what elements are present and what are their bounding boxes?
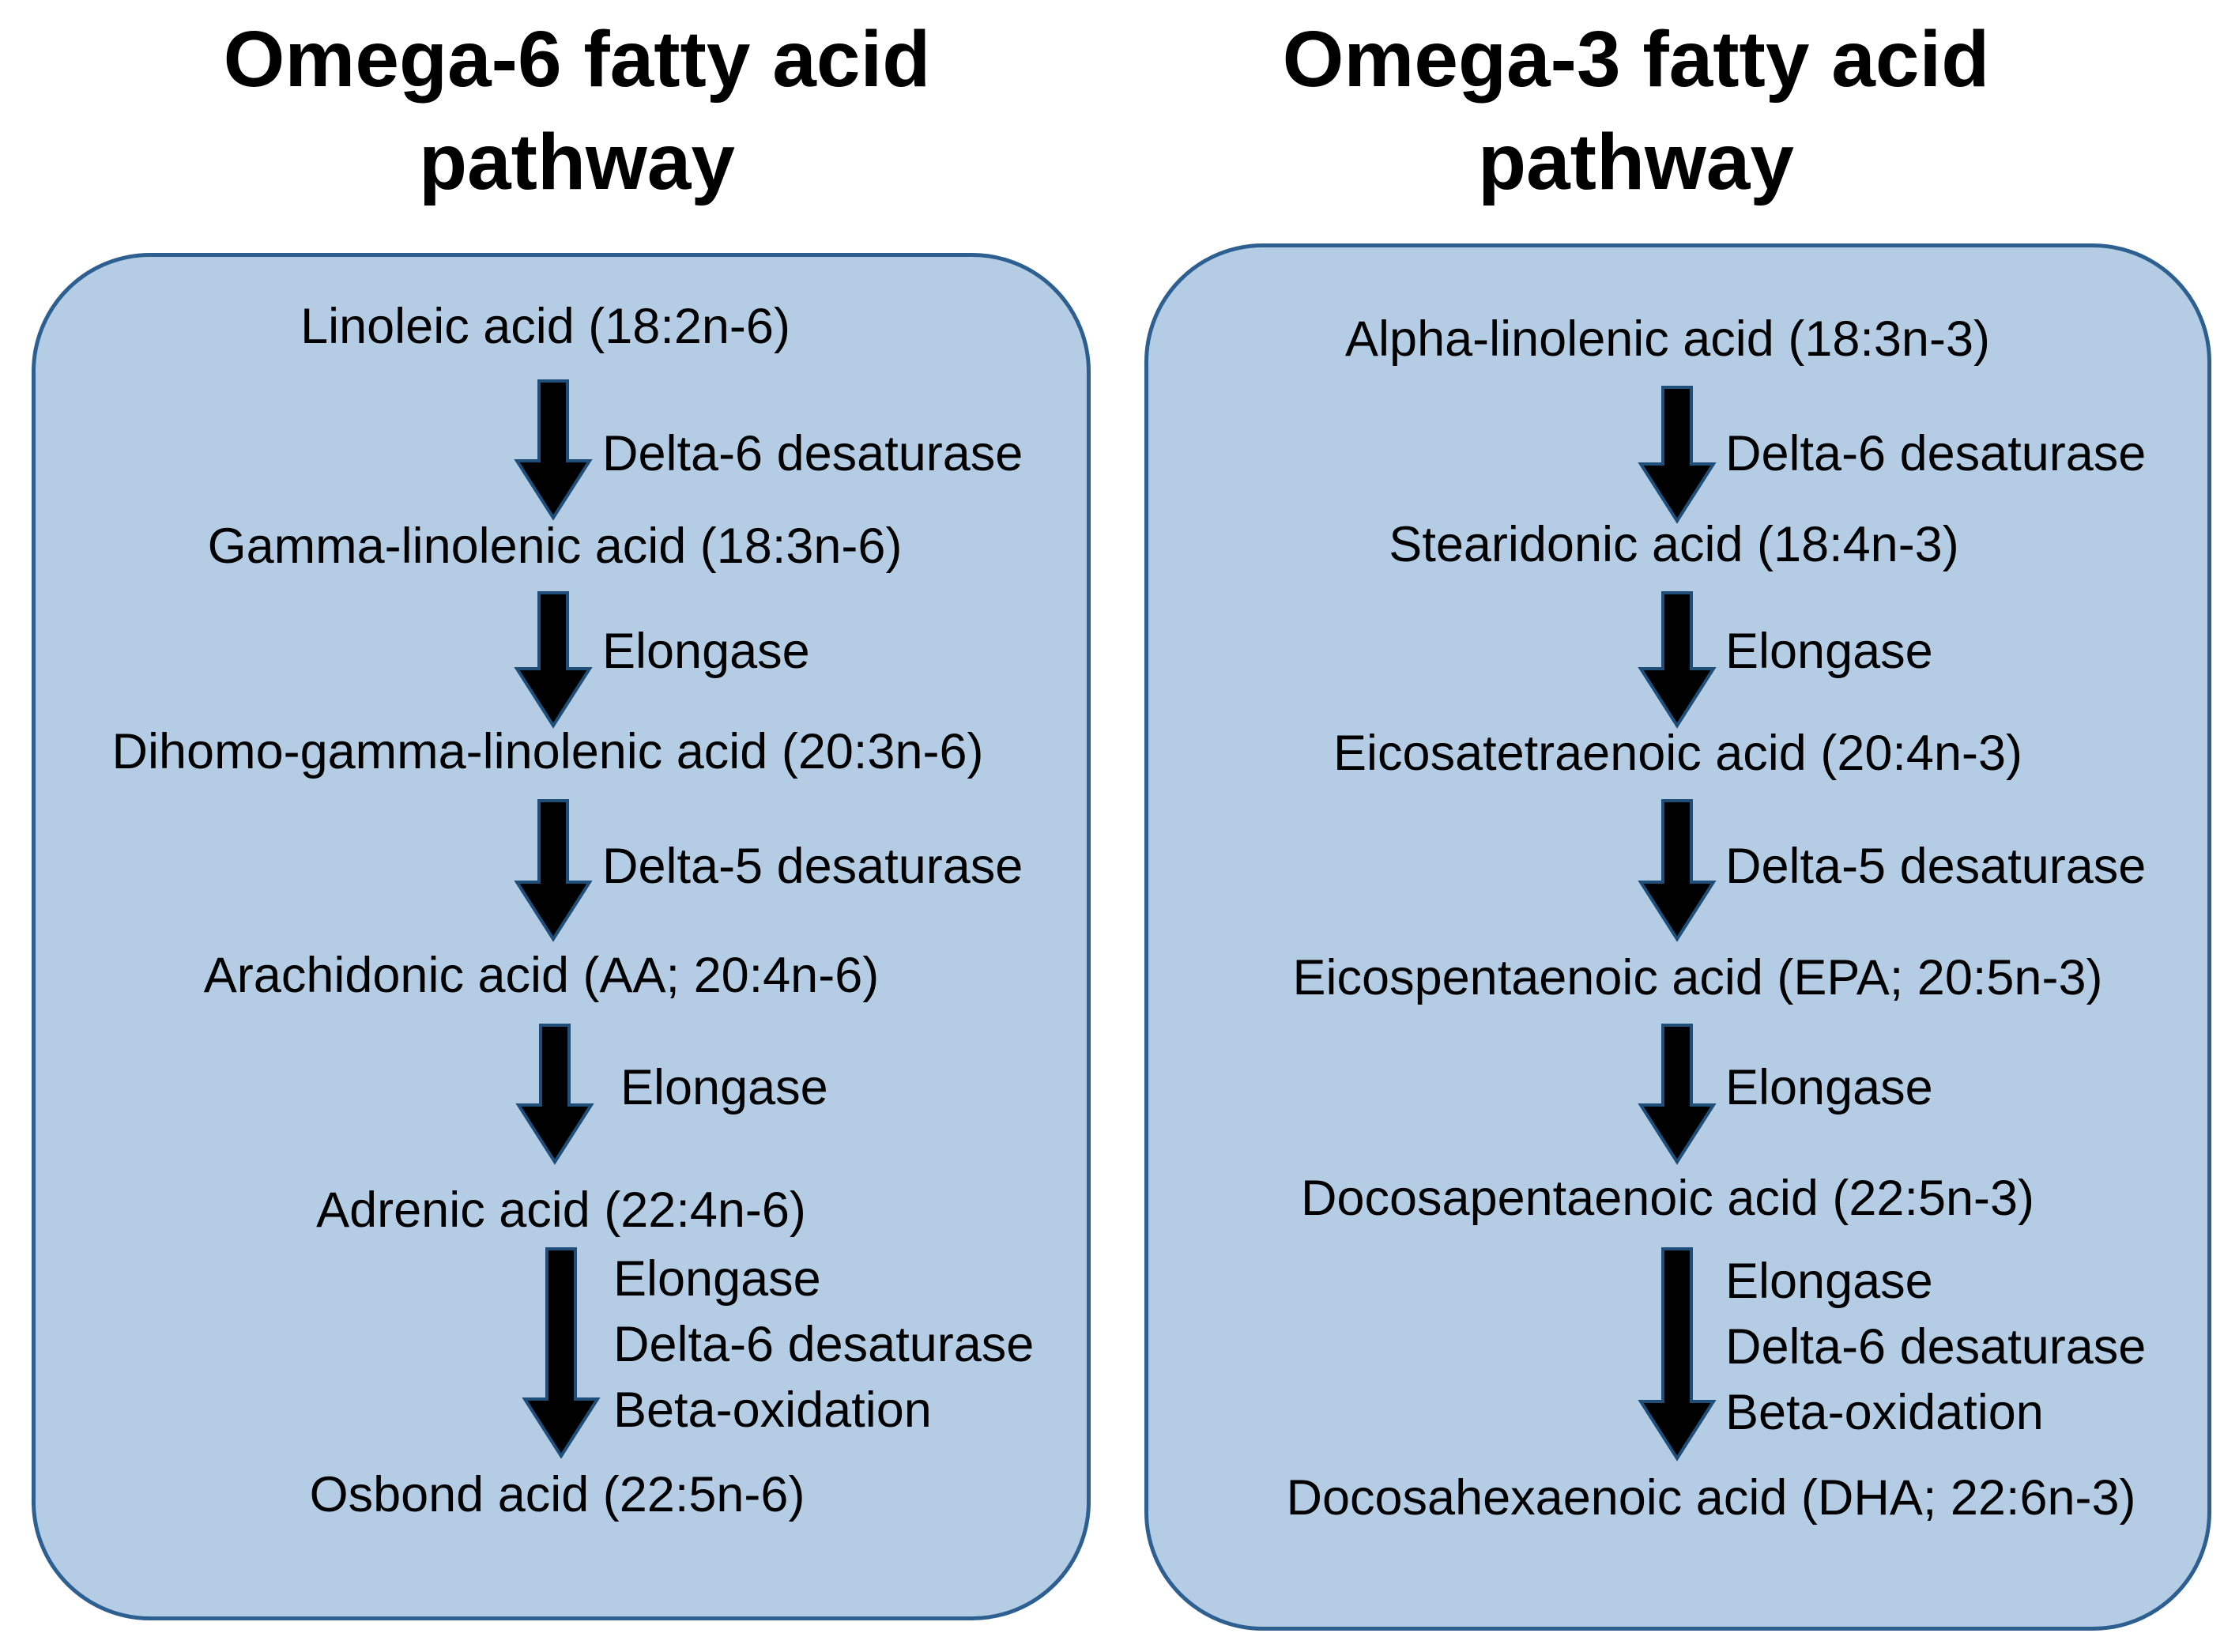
enzyme-label: Delta-6 desaturase (1725, 1319, 2147, 1375)
arrow-shape (1638, 1024, 1717, 1165)
omega3-title-line1: Omega-3 fatty acid (1282, 15, 1990, 104)
omega6-step5-label: Elongase Delta-6 desaturase Beta-oxidati… (613, 1247, 1034, 1443)
omega6-title-line1: Omega-6 fatty acid (223, 15, 931, 104)
omega6-title-line2: pathway (418, 118, 736, 206)
arrow-shape (514, 591, 593, 729)
omega3-arrow-2 (1638, 591, 1717, 729)
omega6-arrow-2 (514, 591, 593, 729)
arrow-shape (1638, 1247, 1717, 1462)
omega3-step1-label: Delta-6 desaturase (1725, 429, 2146, 479)
enzyme-label: Elongase (620, 1060, 828, 1115)
omega6-arrow-5 (522, 1247, 601, 1459)
enzyme-label: Elongase (602, 624, 810, 679)
enzyme-label: Delta-6 desaturase (613, 1317, 1035, 1372)
omega6-title: Omega-6 fatty acid pathway (103, 8, 1051, 213)
omega3-arrow-3 (1638, 799, 1717, 942)
omega3-acid-alpha-linolenic: Alpha-linolenic acid (18:3n-3) (1345, 311, 1990, 367)
enzyme-label: Beta-oxidation (613, 1382, 932, 1438)
omega3-acid-eicosapentaenoic: Eicospentaenoic acid (EPA; 20:5n-3) (1292, 950, 2103, 1005)
arrow-shape (522, 1247, 601, 1459)
omega6-arrow-1 (514, 379, 593, 521)
omega3-acid-docosahexaenoic: Docosahexaenoic acid (DHA; 22:6n-3) (1286, 1470, 2136, 1526)
omega3-title-line2: pathway (1477, 118, 1795, 206)
enzyme-label: Delta-5 desaturase (1725, 839, 2147, 894)
enzyme-label: Delta-6 desaturase (1725, 426, 2147, 481)
arrow-shape (1638, 591, 1717, 729)
omega3-arrow-4 (1638, 1024, 1717, 1165)
omega6-acid-dihomo-gamma-linolenic: Dihomo-gamma-linolenic acid (20:3n-6) (111, 724, 984, 779)
omega6-step1-label: Delta-6 desaturase (602, 429, 1023, 479)
omega6-step2-label: Elongase (602, 627, 810, 677)
omega3-step3-label: Delta-5 desaturase (1725, 842, 2146, 892)
omega6-arrow-4 (515, 1024, 594, 1165)
omega6-acid-arachidonic: Arachidonic acid (AA; 20:4n-6) (203, 948, 880, 1003)
omega3-step4-label: Elongase (1725, 1063, 1933, 1113)
omega3-acid-docosapentaenoic: Docosapentaenoic acid (22:5n-3) (1300, 1171, 2035, 1226)
enzyme-label: Delta-5 desaturase (602, 839, 1023, 894)
enzyme-label: Delta-6 desaturase (602, 426, 1023, 481)
enzyme-label: Elongase (613, 1251, 821, 1307)
omega3-acid-eicosatetraenoic: Eicosatetraenoic acid (20:4n-3) (1333, 726, 2022, 781)
arrow-shape (1638, 386, 1717, 524)
arrow-shape (1638, 799, 1717, 942)
omega6-arrow-3 (514, 799, 593, 942)
omega3-step2-label: Elongase (1725, 627, 1933, 677)
omega3-acid-stearidonic: Stearidonic acid (18:4n-3) (1389, 517, 1959, 572)
arrow-shape (515, 1024, 594, 1165)
arrow-shape (514, 379, 593, 521)
omega3-arrow-5 (1638, 1247, 1717, 1462)
omega3-title: Omega-3 fatty acid pathway (1162, 8, 2110, 213)
enzyme-label: Elongase (1725, 1254, 1933, 1309)
enzyme-label: Elongase (1725, 624, 1933, 679)
omega6-step3-label: Delta-5 desaturase (602, 842, 1023, 892)
enzyme-label: Beta-oxidation (1725, 1385, 2044, 1440)
omega6-acid-adrenic: Adrenic acid (22:4n-6) (316, 1182, 806, 1238)
omega6-step4-label: Elongase (620, 1063, 828, 1113)
arrow-shape (514, 799, 593, 942)
omega6-acid-gamma-linolenic: Gamma-linolenic acid (18:3n-6) (207, 519, 903, 574)
omega3-arrow-1 (1638, 386, 1717, 524)
omega6-acid-osbond: Osbond acid (22:5n-6) (309, 1467, 805, 1522)
enzyme-label: Elongase (1725, 1060, 1933, 1115)
omega6-acid-linoleic: Linoleic acid (18:2n-6) (300, 299, 790, 354)
omega3-step5-label: Elongase Delta-6 desaturase Beta-oxidati… (1725, 1249, 2146, 1446)
